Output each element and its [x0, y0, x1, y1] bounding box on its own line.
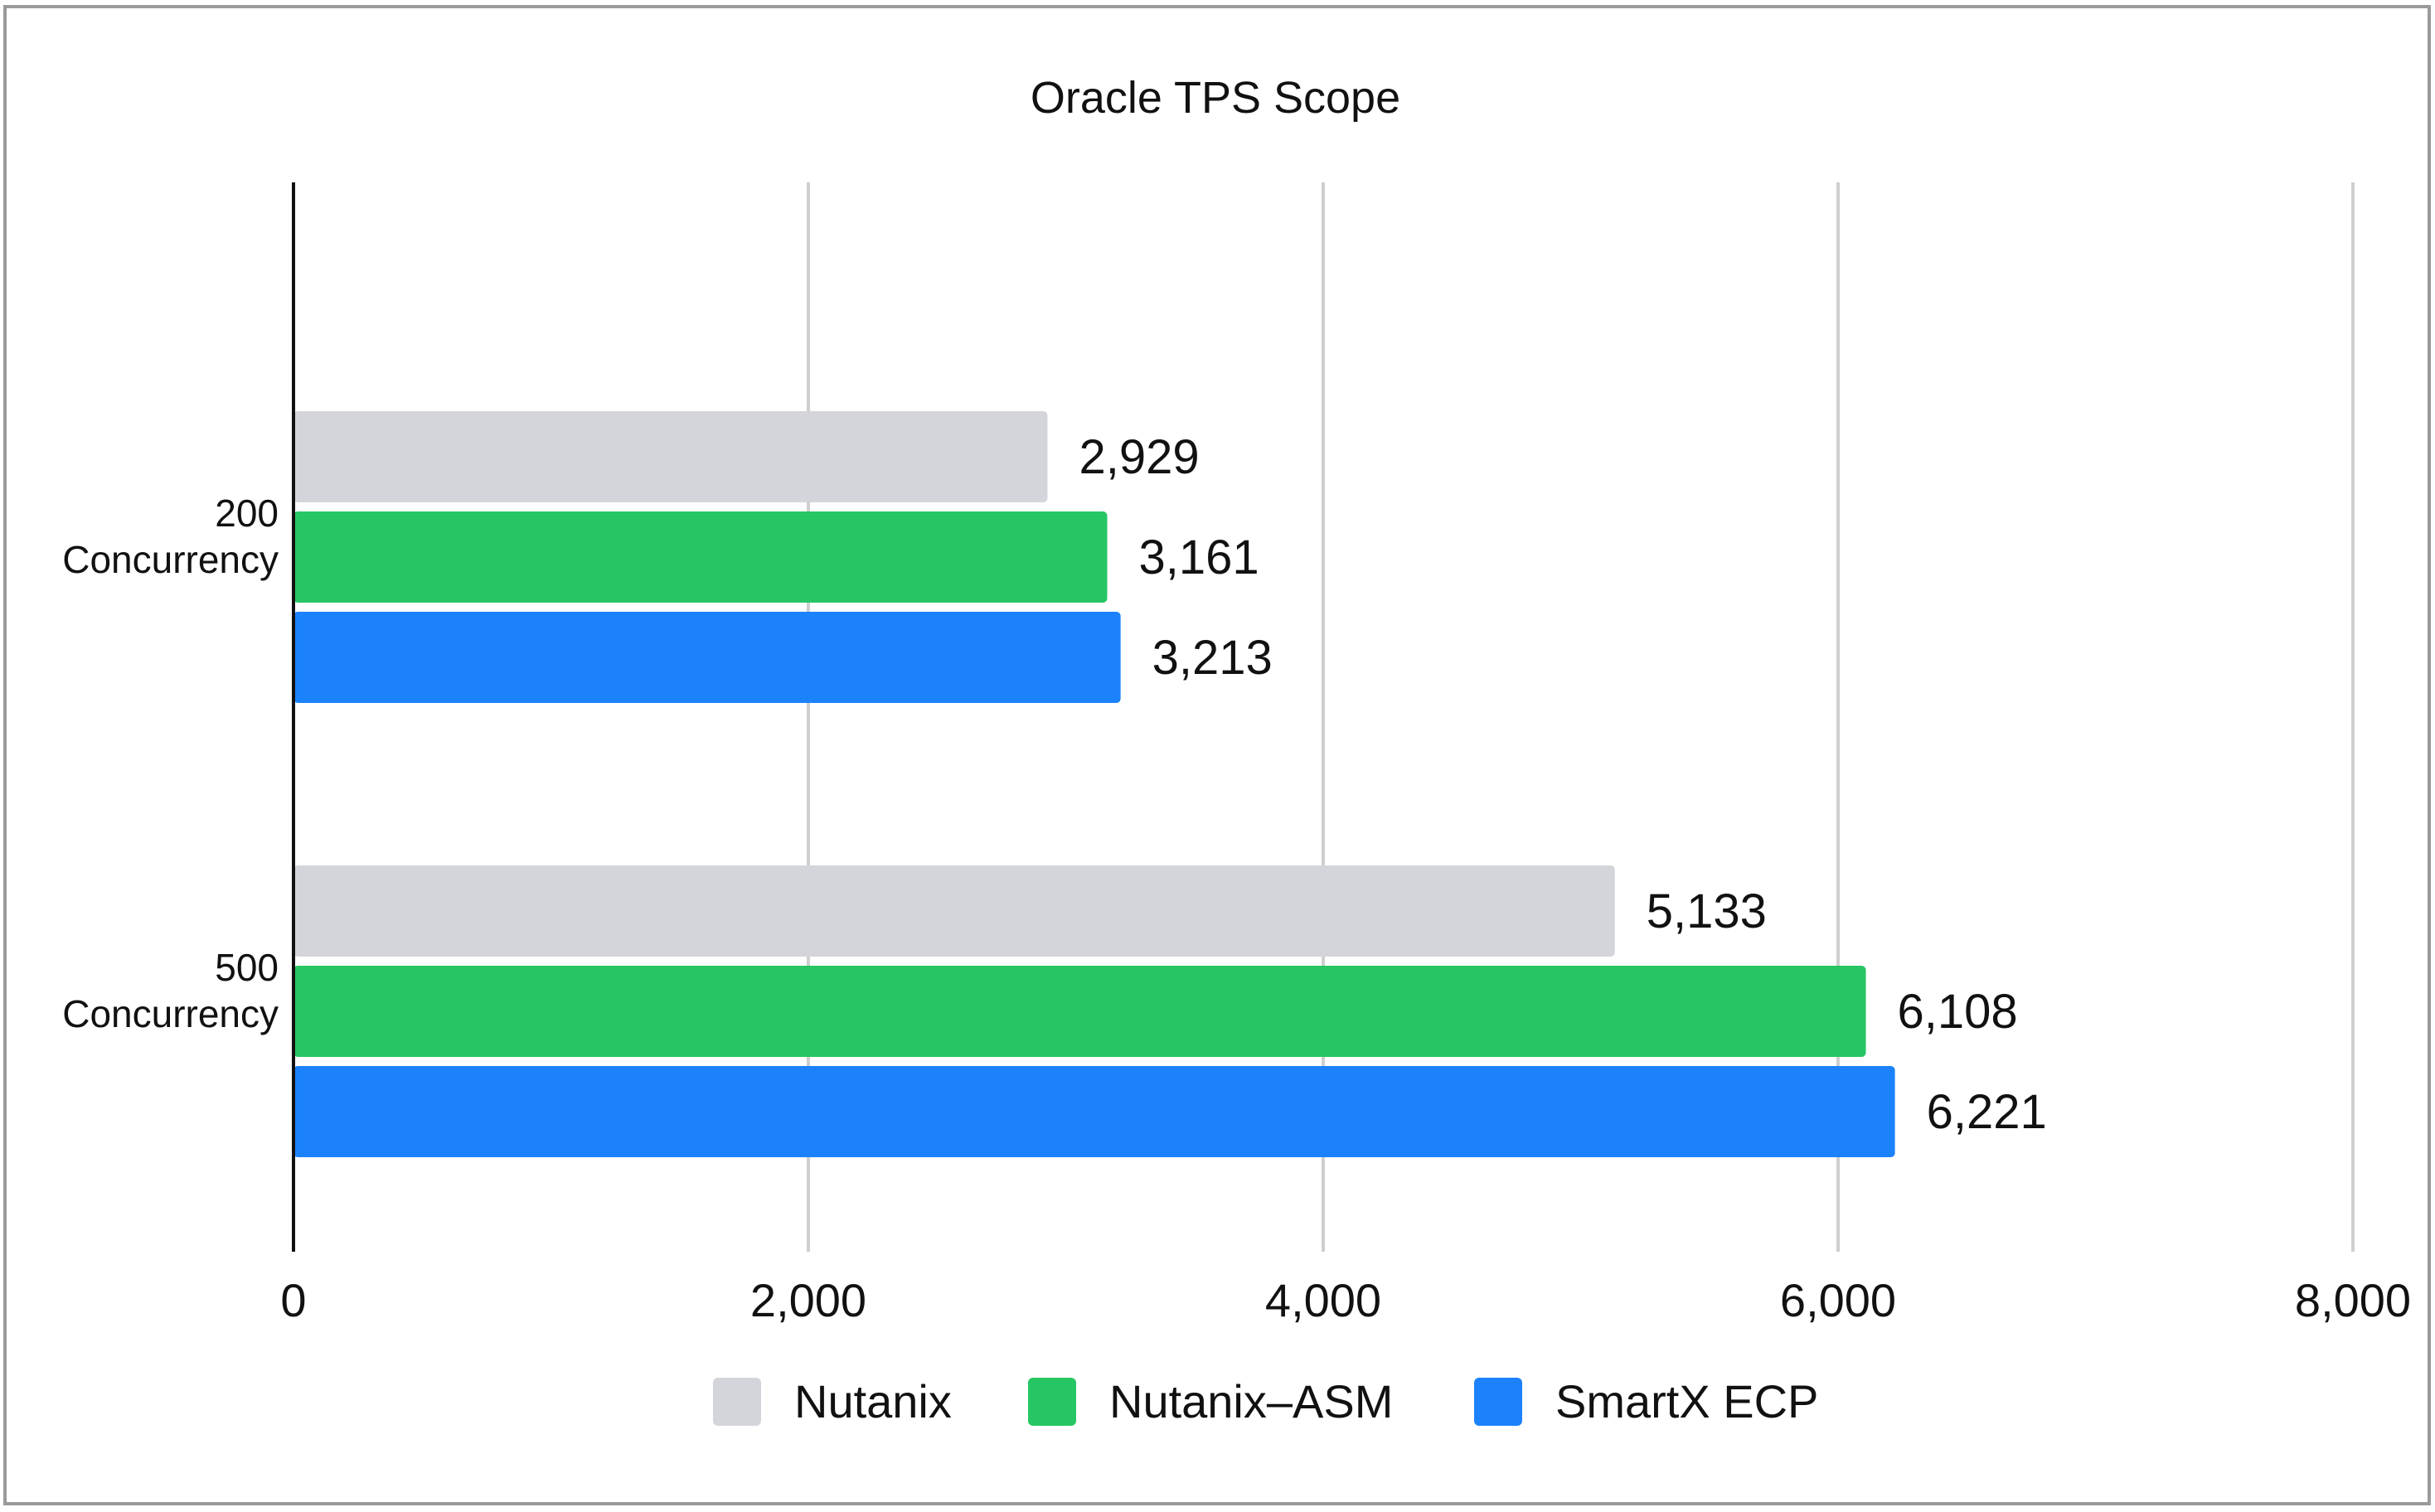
legend-label: Nutanix–ASM: [1109, 1375, 1393, 1427]
x-axis-tick-labels: 0 2,000 4,000 6,000 8,000: [280, 1274, 2411, 1326]
x-tick-label: 2,000: [750, 1274, 866, 1326]
y-tick-label: 500 Concurrency: [62, 946, 279, 1035]
legend: Nutanix Nutanix–ASM SmartX ECP: [713, 1375, 1818, 1427]
bar: [293, 865, 1615, 957]
data-labels: 2,929 3,161 3,213 5,133 6,108 6,221: [1079, 430, 2046, 1139]
bar: [293, 612, 1121, 703]
x-tick-label: 0: [280, 1274, 306, 1326]
legend-swatch: [1028, 1378, 1076, 1426]
bar-value-label: 3,213: [1152, 631, 1273, 685]
legend-label: SmartX ECP: [1555, 1375, 1818, 1427]
y-tick-label: 200 Concurrency: [62, 492, 279, 581]
y-axis-tick-labels: 200 Concurrency 500 Concurrency: [62, 492, 279, 1035]
bar-value-label: 3,161: [1138, 531, 1259, 584]
x-tick-label: 8,000: [2295, 1274, 2411, 1326]
bar-value-label: 6,108: [1898, 985, 2018, 1039]
bar-value-label: 6,221: [1927, 1085, 2047, 1139]
legend-label: Nutanix: [794, 1375, 952, 1427]
legend-swatch: [713, 1378, 761, 1426]
bars: [293, 411, 1895, 1157]
bar: [293, 411, 1048, 502]
bar: [293, 966, 1866, 1057]
legend-swatch: [1474, 1378, 1522, 1426]
bar-value-label: 2,929: [1079, 430, 1199, 484]
chart-title: Oracle TPS Scope: [1031, 73, 1400, 123]
x-tick-label: 6,000: [1780, 1274, 1896, 1326]
bar: [293, 511, 1108, 603]
bar-value-label: 5,133: [1647, 884, 1767, 938]
chart-border: [3, 5, 2431, 1505]
x-tick-label: 4,000: [1265, 1274, 1381, 1326]
bar: [293, 1066, 1895, 1157]
